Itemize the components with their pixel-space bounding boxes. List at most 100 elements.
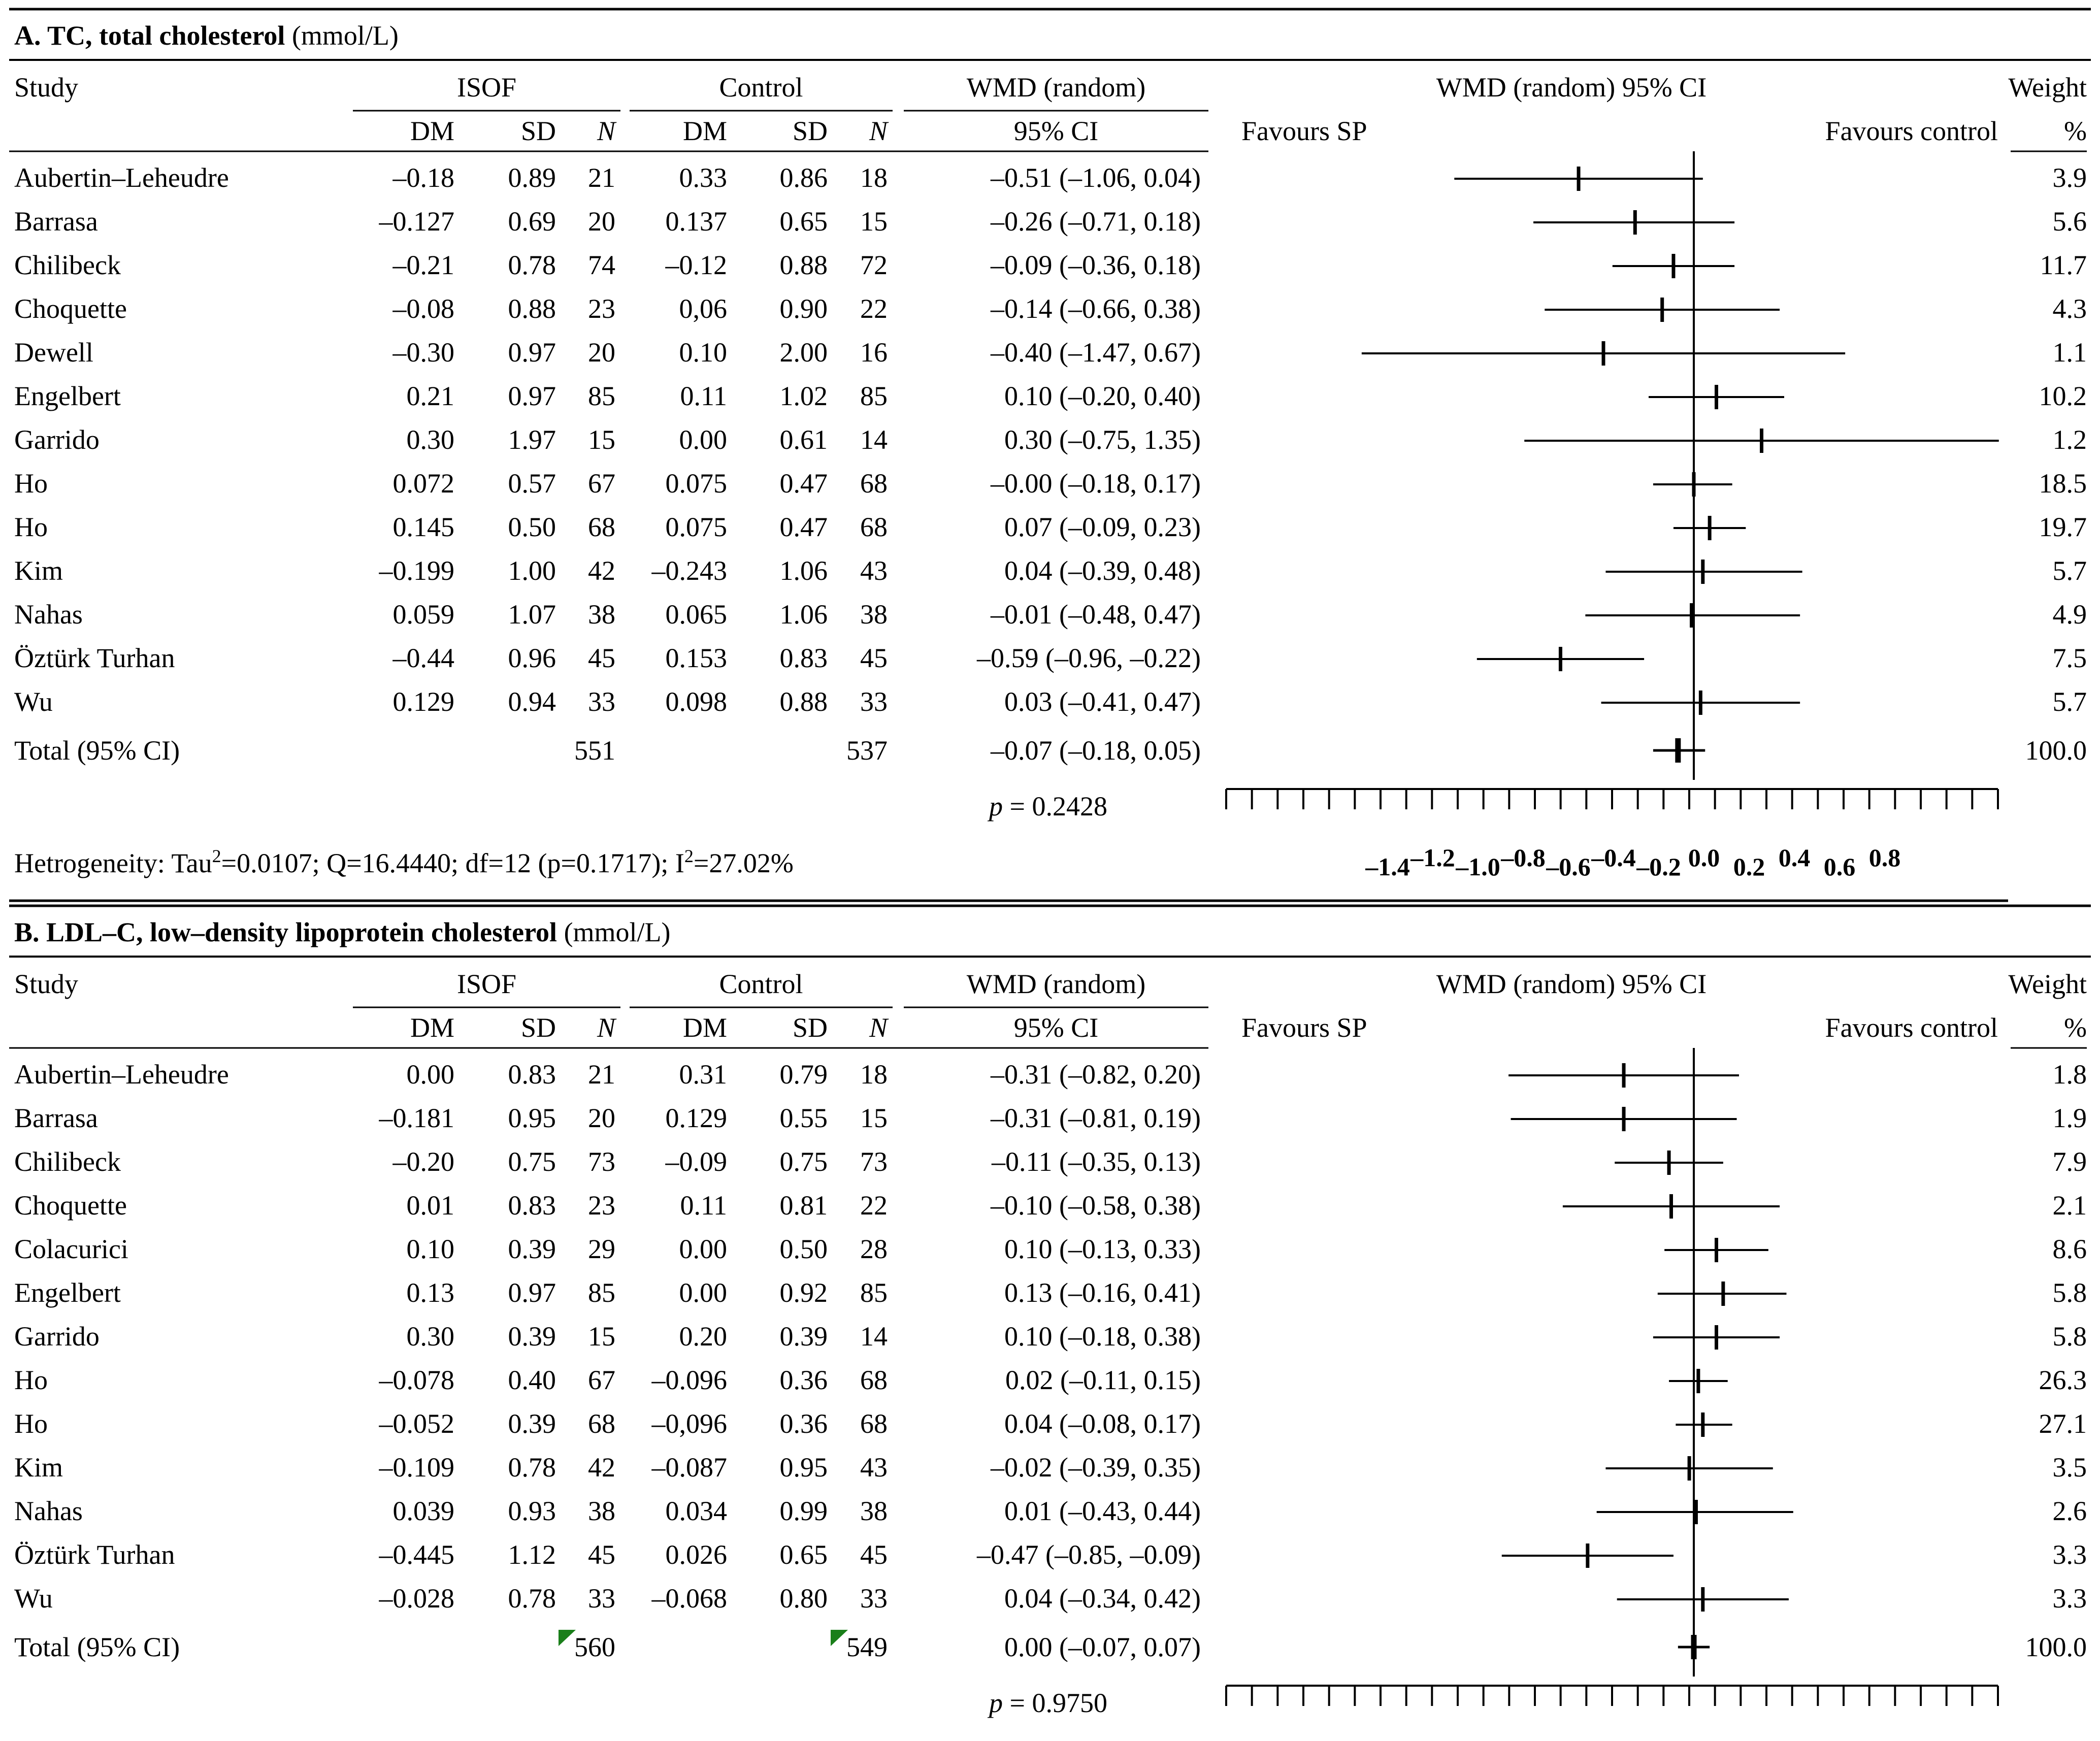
wmd-ci-text: 0.07 (–0.09, 0.23) <box>1004 512 1201 542</box>
control-sd: 0.80 <box>780 1583 828 1614</box>
isof-sd: 0.40 <box>508 1365 556 1395</box>
study-name: Öztürk Turhan <box>14 1539 175 1570</box>
wmd-ci-text: –0.09 (–0.36, 0.18) <box>990 250 1201 280</box>
x-tick-label: –0.2 <box>1636 852 1681 881</box>
total-weight: 100.0 <box>2025 735 2087 766</box>
header-sd-1: SD <box>521 1012 556 1043</box>
header-weight: Weight <box>2008 72 2087 103</box>
control-n: 28 <box>860 1234 888 1264</box>
isof-sd: 0.97 <box>508 381 556 411</box>
forest-panel-a: A. TC, total cholesterol (mmol/L) Study IS… <box>9 8 2091 902</box>
x-tick-label: –1.2 <box>1410 1740 1455 1741</box>
total-control-n: 549 <box>846 1632 888 1662</box>
control-dm: –0.096 <box>651 1365 728 1395</box>
weight-value: 1.9 <box>2053 1103 2087 1133</box>
control-dm: –0.12 <box>665 250 728 280</box>
wmd-ci-text: –0.10 (–0.58, 0.38) <box>990 1190 1201 1221</box>
isof-sd: 1.07 <box>508 599 556 630</box>
isof-n: 85 <box>588 381 615 411</box>
header-dm-2: DM <box>683 1012 727 1043</box>
control-n: 33 <box>860 686 888 717</box>
header-study: Study <box>14 72 78 103</box>
favours-right-label: Favours control <box>1825 1012 1998 1043</box>
wmd-ci-text: 0.10 (–0.13, 0.33) <box>1004 1234 1201 1264</box>
wmd-ci-text: –0.01 (–0.48, 0.47) <box>990 599 1201 630</box>
isof-sd: 1.00 <box>508 555 556 586</box>
study-row: Ho 0.145 0.50 68 0.075 0.47 68 0.07 (–0.09, 0.2… <box>14 512 2087 542</box>
control-dm: 0.11 <box>680 1190 728 1221</box>
control-n: 45 <box>860 643 888 673</box>
weight-value: 2.6 <box>2053 1496 2087 1526</box>
isof-n: 38 <box>588 599 615 630</box>
header-weight-unit: % <box>2064 1012 2087 1043</box>
weight-value: 1.1 <box>2053 337 2087 368</box>
study-name: Aubertin–Leheudre <box>14 162 229 193</box>
control-sd: 1.06 <box>780 599 828 630</box>
control-n: 22 <box>860 293 888 324</box>
isof-n: 42 <box>588 1452 615 1483</box>
study-row: Garrido 0.30 1.97 15 0.00 0.61 14 0.30 (–0.75, … <box>14 424 2087 455</box>
study-row: Aubertin–Leheudre 0.00 0.83 21 0.31 0.79 18 –0.… <box>14 1059 2087 1090</box>
weight-value: 4.9 <box>2053 599 2087 630</box>
isof-sd: 0.39 <box>508 1234 556 1264</box>
control-sd: 0.65 <box>780 1539 828 1570</box>
weight-value: 5.7 <box>2053 555 2087 586</box>
header-n-1: N <box>597 116 617 146</box>
control-dm: 0.075 <box>666 468 728 499</box>
study-row: Ho –0.052 0.39 68 –0,096 0.36 68 0.04 (–0.08, 0… <box>14 1408 2087 1439</box>
study-row: Öztürk Turhan –0.44 0.96 45 0.153 0.83 45 –0.59… <box>14 643 2087 673</box>
total-isof-n: 560 <box>574 1632 615 1662</box>
control-sd: 0.47 <box>780 468 828 499</box>
weight-value: 27.1 <box>2039 1408 2087 1439</box>
isof-dm: 0.10 <box>407 1234 455 1264</box>
isof-sd: 0.83 <box>508 1059 556 1090</box>
panel-title: B. LDL–C, low–density lipoprotein choles… <box>14 917 671 947</box>
control-dm: 0.026 <box>666 1539 728 1570</box>
comment-flag-marker <box>559 1630 576 1646</box>
x-tick-label: 0.0 <box>1688 1740 1720 1741</box>
isof-n: 74 <box>588 250 615 280</box>
total-wmd-ci: –0.07 (–0.18, 0.05) <box>990 735 1201 766</box>
control-n: 38 <box>860 599 888 630</box>
header-n-1: N <box>597 1012 617 1043</box>
control-n: 15 <box>860 1103 888 1133</box>
study-row: Choquette 0.01 0.83 23 0.11 0.81 22 –0.10 (–0.5… <box>14 1190 2087 1221</box>
isof-sd: 0.96 <box>508 643 556 673</box>
isof-n: 67 <box>588 468 615 499</box>
header-group2: Control <box>719 72 803 103</box>
header-dm-2: DM <box>683 116 727 146</box>
isof-n: 33 <box>588 686 615 717</box>
x-tick-label: –0.4 <box>1591 1740 1636 1741</box>
total-row: Total (95% CI) 560 549 0.00 (–0.07, 0.07) 10… <box>14 1630 2087 1662</box>
isof-dm: 0.21 <box>407 381 455 411</box>
isof-dm: –0.127 <box>379 206 455 237</box>
x-tick-label: 0.6 <box>1824 852 1856 881</box>
wmd-ci-text: –0.59 (–0.96, –0.22) <box>976 643 1201 673</box>
control-n: 72 <box>860 250 888 280</box>
header-plot: WMD (random) 95% CI <box>1436 969 1707 999</box>
control-dm: 0.00 <box>679 1277 728 1308</box>
isof-n: 23 <box>588 1190 615 1221</box>
isof-sd: 0.88 <box>508 293 556 324</box>
wmd-ci-text: 0.10 (–0.20, 0.40) <box>1004 381 1201 411</box>
isof-dm: –0.181 <box>379 1103 455 1133</box>
total-label: Total (95% CI) <box>14 735 180 766</box>
study-name: Colacurici <box>14 1234 128 1264</box>
control-sd: 0.61 <box>780 424 828 455</box>
isof-sd: 0.57 <box>508 468 556 499</box>
study-row: Choquette –0.08 0.88 23 0,06 0.90 22 –0.14 (–0.… <box>14 293 2087 324</box>
isof-dm: 0.129 <box>393 686 455 717</box>
control-n: 68 <box>860 1408 888 1439</box>
x-tick-label: –1.4 <box>1365 852 1410 881</box>
control-dm: 0.31 <box>679 1059 728 1090</box>
header-ci: 95% CI <box>1014 116 1098 146</box>
control-n: 43 <box>860 1452 888 1483</box>
control-dm: 0.098 <box>666 686 728 717</box>
header-weight-unit: % <box>2064 116 2087 146</box>
isof-n: 21 <box>588 162 615 193</box>
study-row: Nahas 0.039 0.93 38 0.034 0.99 38 0.01 (–0.43, … <box>14 1496 2087 1526</box>
weight-value: 5.7 <box>2053 686 2087 717</box>
study-row: Chilibeck –0.21 0.78 74 –0.12 0.88 72 –0.09 (–0… <box>14 250 2087 280</box>
study-name: Garrido <box>14 1321 100 1352</box>
control-dm: –0,096 <box>651 1408 728 1439</box>
